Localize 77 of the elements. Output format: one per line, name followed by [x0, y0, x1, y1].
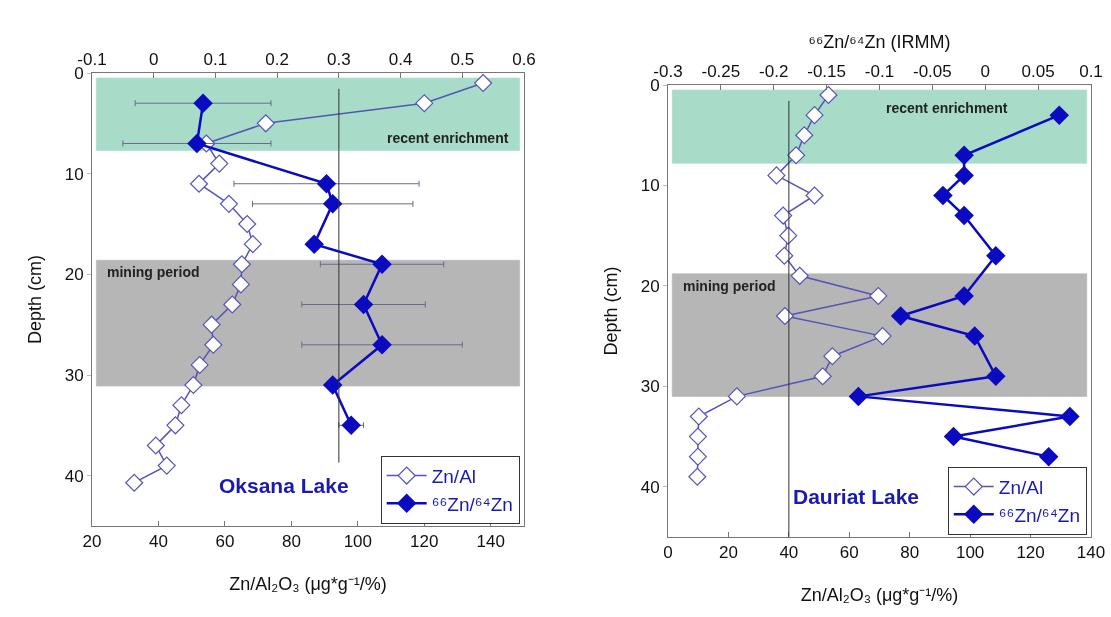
- x2-tick-label: 0.05: [1021, 62, 1055, 82]
- x-tick-label: 0: [663, 543, 673, 563]
- y-tick-label: 20: [640, 276, 660, 296]
- x-axis-title: Zn/Al₂O₃ (μg*g⁻¹/%): [229, 573, 387, 594]
- x-tick-label: 20: [82, 532, 102, 552]
- x2-axis-title: ⁶⁶Zn/⁶⁴Zn (IRMM): [808, 32, 951, 53]
- x-tick-label: 100: [343, 532, 373, 552]
- x-tick-label: 60: [839, 543, 859, 563]
- point: [890, 306, 911, 326]
- x-tick-label: 60: [215, 532, 235, 552]
- point: [964, 326, 985, 346]
- point: [954, 286, 974, 306]
- x2-tick-label: -0.2: [759, 62, 789, 82]
- legend-label: ⁶⁶Zn/⁶⁴Zn: [431, 493, 513, 515]
- point: [943, 426, 964, 447]
- point: [986, 366, 1006, 387]
- y-tick-label: 10: [64, 164, 84, 184]
- y-axis-title: Depth (cm): [600, 266, 621, 356]
- y-tick-label: 40: [64, 466, 84, 486]
- point: [322, 194, 343, 214]
- point: [187, 133, 207, 154]
- x2-tick-label: -0.05: [913, 62, 952, 82]
- x-tick-label: 80: [900, 543, 920, 563]
- y-tick-label: 10: [640, 176, 660, 196]
- annotation: Dauriat Lake: [793, 485, 920, 508]
- point: [372, 254, 392, 275]
- point: [193, 93, 213, 113]
- x2-tick-label: 0: [148, 50, 159, 70]
- x2-tick-label: 0.1: [1079, 62, 1103, 82]
- x2-tick-label: -0.15: [807, 62, 847, 82]
- point: [933, 185, 953, 206]
- x2-tick-label: 0.3: [327, 50, 351, 70]
- annotation: Oksana Lake: [219, 474, 349, 497]
- x2-tick-label: -0.1: [864, 62, 895, 82]
- x-tick-label: 120: [410, 532, 439, 552]
- point: [954, 165, 974, 186]
- x-tick-label: 140: [476, 532, 505, 552]
- band-label: recent enrichment: [387, 130, 509, 146]
- x2-tick-label: 0.4: [388, 50, 413, 70]
- point: [1060, 406, 1080, 427]
- band-label: mining period: [683, 278, 776, 294]
- x-tick-label: 100: [955, 543, 985, 563]
- x2-tick-label: -0.25: [701, 62, 741, 82]
- y-tick-label: 40: [640, 477, 660, 497]
- band-label: mining period: [107, 264, 200, 280]
- legend-label: Zn/Al: [998, 477, 1044, 498]
- legend-label: ⁶⁶Zn/⁶⁴Zn: [998, 504, 1081, 526]
- x2-tick-label: 0: [980, 62, 990, 82]
- x-tick-label: 40: [779, 543, 799, 563]
- point: [322, 375, 343, 395]
- legend-label: Zn/Al: [431, 465, 477, 487]
- point: [353, 294, 374, 315]
- band-label: recent enrichment: [886, 100, 1008, 116]
- point: [372, 335, 392, 355]
- point: [1038, 446, 1059, 467]
- x2-tick-label: 0.2: [265, 50, 289, 70]
- point: [341, 415, 361, 436]
- point: [986, 246, 1006, 266]
- x2-tick-label: 0.5: [450, 50, 475, 70]
- x-tick-label: 80: [281, 532, 301, 552]
- x-tick-label: 120: [1016, 543, 1045, 563]
- x2-tick-label: 0.1: [203, 50, 228, 70]
- point: [954, 145, 974, 166]
- x-tick-label: 140: [1076, 543, 1106, 563]
- y-tick-label: 20: [64, 265, 84, 285]
- y-tick-label: 30: [640, 377, 660, 397]
- y-tick-label: 30: [64, 365, 84, 385]
- x-tick-label: 40: [149, 532, 168, 552]
- x-tick-label: 20: [718, 543, 738, 563]
- x2-tick-label: 0.6: [512, 50, 536, 70]
- y-axis-title: Depth (cm): [24, 254, 45, 345]
- point: [1049, 105, 1070, 125]
- x-axis-title: Zn/Al₂O₃ (μg*g⁻¹/%): [800, 584, 959, 605]
- point: [304, 234, 324, 254]
- point: [954, 205, 974, 226]
- point: [848, 386, 869, 407]
- point: [316, 173, 337, 194]
